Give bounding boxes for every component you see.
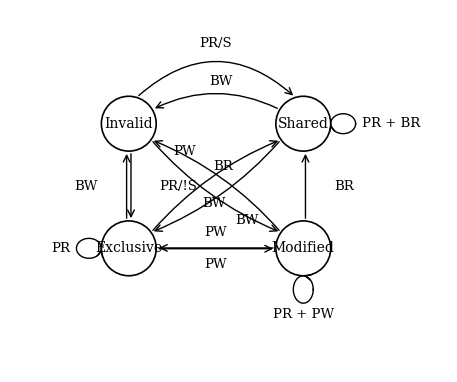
FancyArrowPatch shape [159,245,271,252]
Text: BW: BW [235,214,258,227]
Text: Invalid: Invalid [105,117,153,131]
FancyArrowPatch shape [302,155,309,218]
FancyArrowPatch shape [128,154,134,217]
FancyArrowPatch shape [153,142,277,231]
Circle shape [101,96,156,151]
Text: PW: PW [205,226,227,239]
FancyArrowPatch shape [155,142,279,231]
Text: BR: BR [213,160,234,173]
Text: Shared: Shared [278,117,329,131]
FancyArrowPatch shape [156,94,277,108]
FancyArrowPatch shape [139,62,292,96]
Circle shape [276,221,331,276]
Text: BR: BR [334,180,354,193]
FancyArrowPatch shape [155,141,279,230]
FancyArrowPatch shape [160,244,273,251]
Circle shape [101,221,156,276]
Text: PR + PW: PR + PW [273,308,334,321]
Text: BW: BW [202,197,225,210]
Text: Modified: Modified [272,241,335,255]
Text: PR: PR [52,242,70,255]
Text: PR/!S: PR/!S [159,180,197,193]
FancyArrowPatch shape [153,141,277,230]
Text: BW: BW [209,75,233,88]
FancyArrowPatch shape [123,155,130,218]
Text: PW: PW [174,145,197,158]
Text: PW: PW [205,258,227,271]
Text: PR + BR: PR + BR [361,117,420,130]
Text: BW: BW [74,180,98,193]
Text: PR/S: PR/S [200,37,232,50]
Text: Exclusive: Exclusive [95,241,162,255]
Circle shape [276,96,331,151]
